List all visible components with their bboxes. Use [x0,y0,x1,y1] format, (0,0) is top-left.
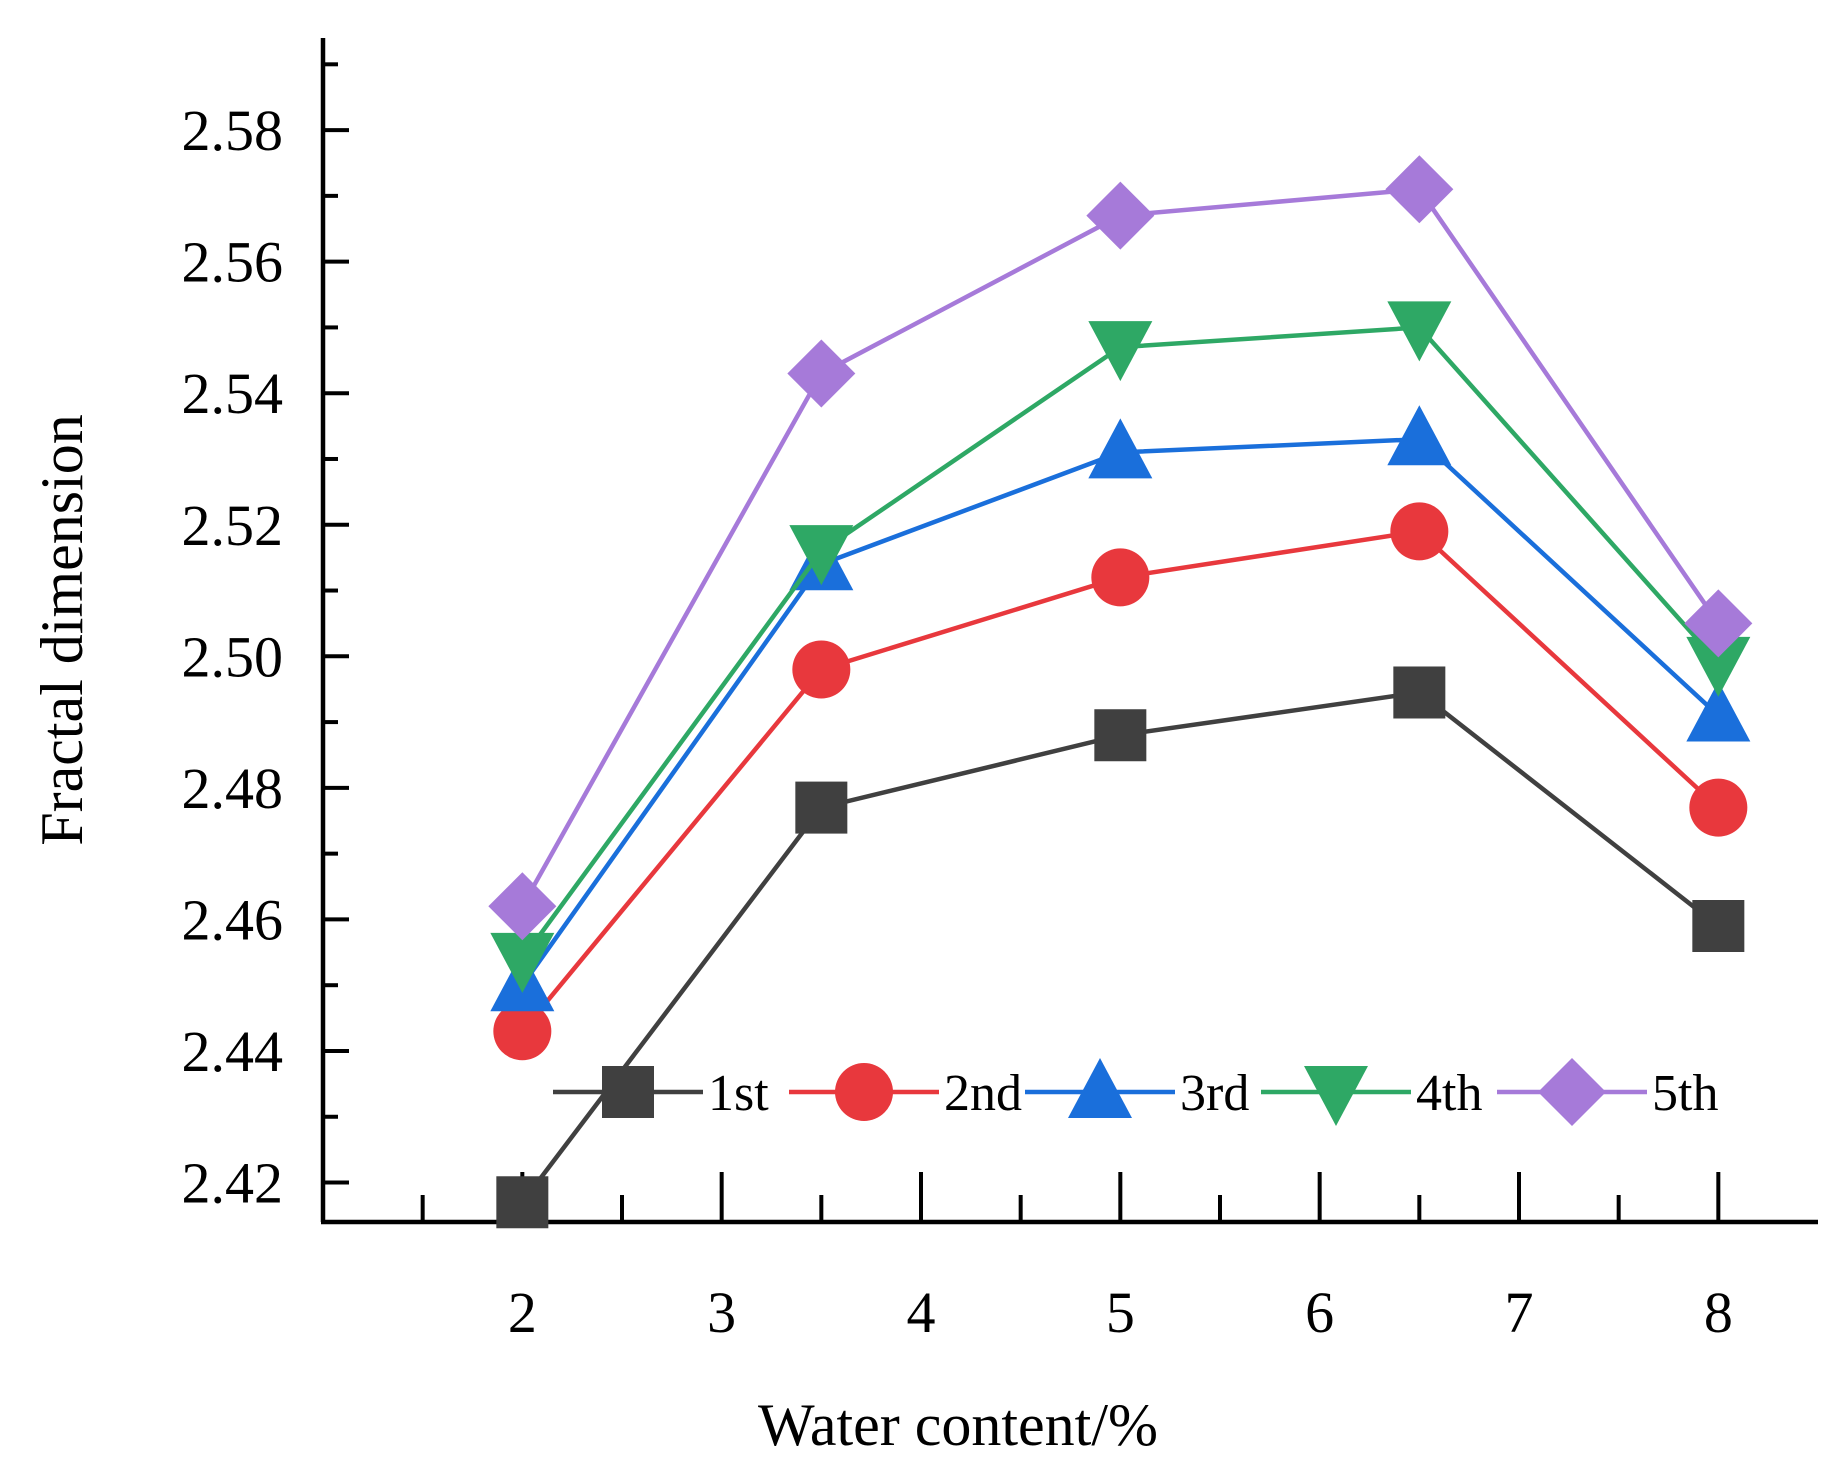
x-tick-label: 6 [1305,1280,1334,1345]
y-axis-title: Fractal dimension [29,414,95,846]
series-layer [488,155,1753,1229]
data-point [1387,301,1452,362]
y-tick-label: 2.44 [182,1019,284,1084]
data-point [1086,181,1155,250]
data-point [1091,548,1150,607]
series-2nd [493,502,1748,1061]
legend-item: 3rd [1025,1058,1249,1122]
data-point [1088,321,1153,382]
data-point [792,640,851,699]
data-point [795,781,848,834]
data-point [488,872,557,941]
x-tick-label: 7 [1505,1280,1534,1345]
data-point [789,525,854,586]
data-point [1689,778,1748,837]
y-tick-label: 2.58 [182,98,284,163]
data-point [1686,636,1751,697]
data-point [1387,405,1452,466]
y-tick-label: 2.48 [182,756,284,821]
data-point [490,932,555,993]
data-point [1684,589,1753,658]
series-3rd [490,405,1751,1012]
series-5th [488,155,1753,941]
x-tick-label: 4 [907,1280,936,1345]
data-point [496,1176,549,1229]
legend: 1st 2nd 3rd 4th 5th [553,1058,1718,1126]
data-point [1390,502,1449,561]
data-point [1393,666,1446,719]
data-point [787,339,856,408]
x-tick-label: 2 [508,1280,537,1345]
data-point [1385,155,1454,224]
y-tick-label: 2.46 [182,887,284,952]
data-point [1094,709,1147,762]
x-tick-label: 3 [707,1280,736,1345]
series-1st [496,666,1745,1229]
legend-label: 3rd [1180,1065,1249,1122]
data-point [835,1063,893,1121]
data-point [602,1066,654,1118]
x-tick-label: 8 [1704,1280,1733,1345]
legend-label: 5th [1652,1065,1718,1122]
data-point [1538,1058,1606,1126]
data-point [1304,1066,1368,1126]
data-point [1692,900,1745,952]
data-point [493,1002,552,1061]
legend-item: 5th [1497,1058,1718,1126]
legend-item: 1st [553,1065,769,1122]
y-tick-label: 2.42 [182,1151,284,1216]
data-point [1686,681,1751,742]
axes: 2.42 2.44 2.46 2.48 2.50 2.52 2.54 2.56 2.58 2 3 4 5… [182,38,1818,1345]
series-4th [490,301,1751,993]
y-tick-label: 2.54 [182,361,284,426]
x-tick-label: 5 [1106,1280,1135,1345]
legend-item: 4th [1261,1065,1482,1126]
series-line [520,690,1720,1204]
data-point [1088,418,1153,479]
legend-item: 2nd [789,1063,1022,1122]
legend-label: 4th [1416,1065,1482,1122]
legend-label: 1st [708,1065,769,1122]
legend-label: 2nd [944,1065,1022,1122]
x-axis-title: Water content/% [758,1392,1158,1458]
y-tick-label: 2.50 [182,624,284,689]
y-tick-label: 2.56 [182,230,284,295]
data-point [1068,1058,1132,1118]
y-tick-label: 2.52 [182,493,284,558]
